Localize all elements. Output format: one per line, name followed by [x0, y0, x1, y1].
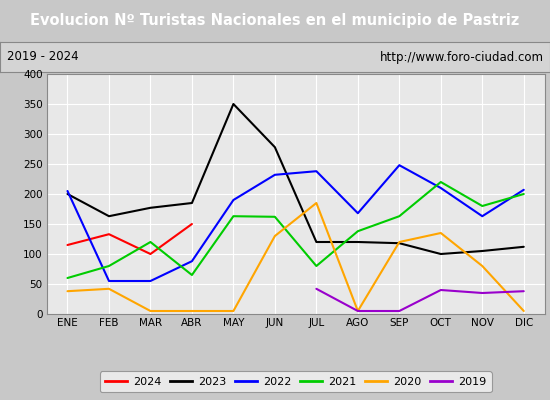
Text: Evolucion Nº Turistas Nacionales en el municipio de Pastriz: Evolucion Nº Turistas Nacionales en el m… [30, 14, 520, 28]
Text: http://www.foro-ciudad.com: http://www.foro-ciudad.com [379, 50, 543, 64]
Legend: 2024, 2023, 2022, 2021, 2020, 2019: 2024, 2023, 2022, 2021, 2020, 2019 [100, 371, 492, 392]
Text: 2019 - 2024: 2019 - 2024 [7, 50, 78, 64]
